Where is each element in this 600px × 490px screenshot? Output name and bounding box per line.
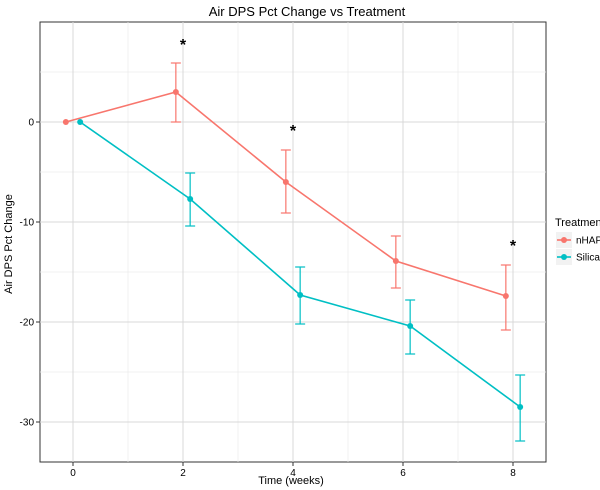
data-point bbox=[187, 196, 194, 202]
x-axis-label: Time (weeks) bbox=[258, 475, 324, 487]
legend-title: Treatment bbox=[555, 217, 600, 229]
series-nhap bbox=[62, 62, 511, 331]
data-point bbox=[502, 293, 509, 299]
x-tick-label: 0 bbox=[70, 468, 76, 479]
annotation-layer: * * * bbox=[180, 37, 517, 255]
y-tick-label: 0 bbox=[28, 118, 34, 129]
data-point bbox=[282, 179, 289, 185]
y-tick-label: -30 bbox=[20, 418, 35, 429]
data-point bbox=[407, 323, 414, 329]
data-point bbox=[62, 119, 69, 125]
axes: 0 2 4 6 8 0 -10 -20 -30 bbox=[20, 118, 517, 480]
x-tick-label: 6 bbox=[400, 468, 406, 479]
data-point bbox=[172, 89, 179, 95]
y-tick-label: -10 bbox=[20, 218, 35, 229]
data-point bbox=[392, 258, 399, 264]
plot-area: * * * bbox=[39, 21, 547, 463]
data-point bbox=[297, 292, 304, 298]
significance-marker: * bbox=[290, 123, 297, 140]
x-tick-label: 4 bbox=[290, 468, 296, 479]
legend-label: Silica bbox=[576, 253, 600, 264]
significance-marker: * bbox=[510, 238, 517, 255]
grid bbox=[40, 22, 546, 462]
y-axis-label: Air DPS Pct Change bbox=[3, 194, 15, 294]
chart-title: Air DPS Pct Change vs Treatment bbox=[209, 4, 406, 19]
legend-label: nHAP bbox=[576, 236, 600, 247]
data-point bbox=[77, 119, 84, 125]
x-tick-label: 2 bbox=[180, 468, 186, 479]
legend-key-point bbox=[561, 237, 567, 243]
series-silica bbox=[77, 119, 526, 442]
series-layer bbox=[62, 62, 526, 442]
x-tick-label: 8 bbox=[510, 468, 516, 479]
legend-key-point bbox=[561, 254, 567, 260]
legend: Treatment nHAP Silica bbox=[555, 217, 600, 265]
data-point bbox=[517, 404, 524, 410]
y-tick-label: -20 bbox=[20, 318, 35, 329]
significance-marker: * bbox=[180, 37, 187, 54]
